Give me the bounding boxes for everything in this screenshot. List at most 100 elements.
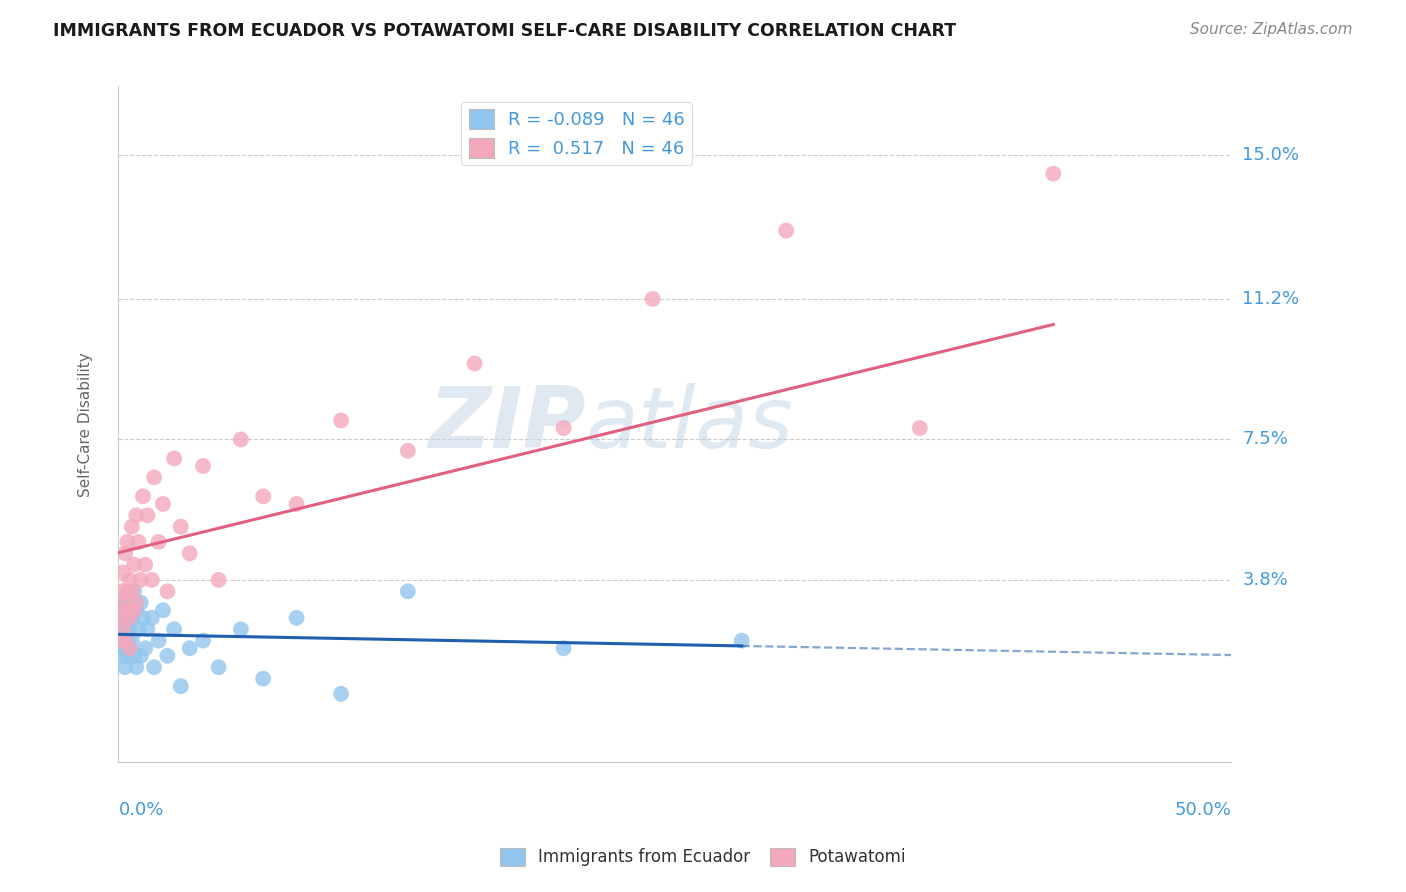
Point [229, 622, 252, 636]
Point [1042, 167, 1064, 181]
Point [252, 672, 274, 686]
Point [330, 687, 353, 701]
Legend: Immigrants from Ecuador, Potawatomi: Immigrants from Ecuador, Potawatomi [494, 841, 912, 873]
Point [111, 596, 134, 610]
Point [134, 641, 156, 656]
Text: ZIP: ZIP [429, 383, 586, 466]
Point [114, 633, 136, 648]
Point [134, 558, 156, 572]
Point [464, 357, 486, 371]
Point [128, 535, 150, 549]
Point [125, 508, 148, 523]
Point [122, 603, 145, 617]
Point [110, 633, 132, 648]
Point [118, 573, 141, 587]
Point [110, 622, 132, 636]
Point [117, 611, 139, 625]
Point [136, 622, 159, 636]
Text: IMMIGRANTS FROM ECUADOR VS POTAWATOMI SELF-CARE DISABILITY CORRELATION CHART: IMMIGRANTS FROM ECUADOR VS POTAWATOMI SE… [53, 22, 956, 40]
Text: Source: ZipAtlas.com: Source: ZipAtlas.com [1189, 22, 1353, 37]
Point [128, 622, 150, 636]
Text: 15.0%: 15.0% [1243, 145, 1299, 164]
Point [152, 603, 174, 617]
Point [132, 489, 155, 503]
Point [170, 520, 193, 534]
Point [170, 679, 193, 693]
Point [129, 596, 152, 610]
Point [117, 535, 139, 549]
Point [114, 591, 136, 606]
Text: atlas: atlas [586, 383, 794, 466]
Point [122, 558, 145, 572]
Point [111, 596, 134, 610]
Point [114, 622, 136, 636]
Point [908, 421, 931, 435]
Point [121, 584, 143, 599]
Point [122, 584, 145, 599]
Point [143, 660, 166, 674]
Point [125, 660, 148, 674]
Point [141, 573, 163, 587]
Point [111, 648, 134, 663]
Point [110, 611, 132, 625]
Text: Self-Care Disability: Self-Care Disability [77, 351, 93, 497]
Text: 3.8%: 3.8% [1243, 571, 1288, 589]
Point [114, 603, 136, 617]
Point [143, 470, 166, 484]
Legend: R = -0.089   N = 46, R =  0.517   N = 46: R = -0.089 N = 46, R = 0.517 N = 46 [461, 103, 692, 165]
Text: 7.5%: 7.5% [1243, 431, 1288, 449]
Point [117, 648, 139, 663]
Point [148, 535, 170, 549]
Point [118, 641, 141, 656]
Point [396, 584, 419, 599]
Point [330, 413, 353, 427]
Point [775, 224, 797, 238]
Point [156, 584, 179, 599]
Point [121, 520, 143, 534]
Point [110, 603, 132, 617]
Text: 0.0%: 0.0% [118, 801, 165, 819]
Point [163, 622, 186, 636]
Point [252, 489, 274, 503]
Point [118, 596, 141, 610]
Point [179, 641, 201, 656]
Point [285, 611, 308, 625]
Point [111, 622, 134, 636]
Point [191, 633, 214, 648]
Point [125, 603, 148, 617]
Point [141, 611, 163, 625]
Point [121, 633, 143, 648]
Point [396, 443, 419, 458]
Text: 11.2%: 11.2% [1243, 290, 1299, 308]
Point [117, 584, 139, 599]
Point [132, 611, 155, 625]
Point [731, 633, 754, 648]
Point [118, 622, 141, 636]
Point [641, 292, 664, 306]
Point [148, 633, 170, 648]
Point [156, 648, 179, 663]
Point [118, 641, 141, 656]
Point [285, 497, 308, 511]
Point [553, 421, 575, 435]
Point [207, 573, 229, 587]
Point [191, 458, 214, 473]
Point [114, 660, 136, 674]
Point [121, 611, 143, 625]
Point [110, 633, 132, 648]
Point [229, 433, 252, 447]
Text: 50.0%: 50.0% [1174, 801, 1232, 819]
Point [110, 584, 132, 599]
Point [111, 611, 134, 625]
Point [114, 546, 136, 560]
Point [163, 451, 186, 466]
Point [136, 508, 159, 523]
Point [129, 648, 152, 663]
Point [152, 497, 174, 511]
Point [129, 573, 152, 587]
Point [114, 603, 136, 617]
Point [118, 611, 141, 625]
Point [553, 641, 575, 656]
Point [122, 648, 145, 663]
Point [179, 546, 201, 560]
